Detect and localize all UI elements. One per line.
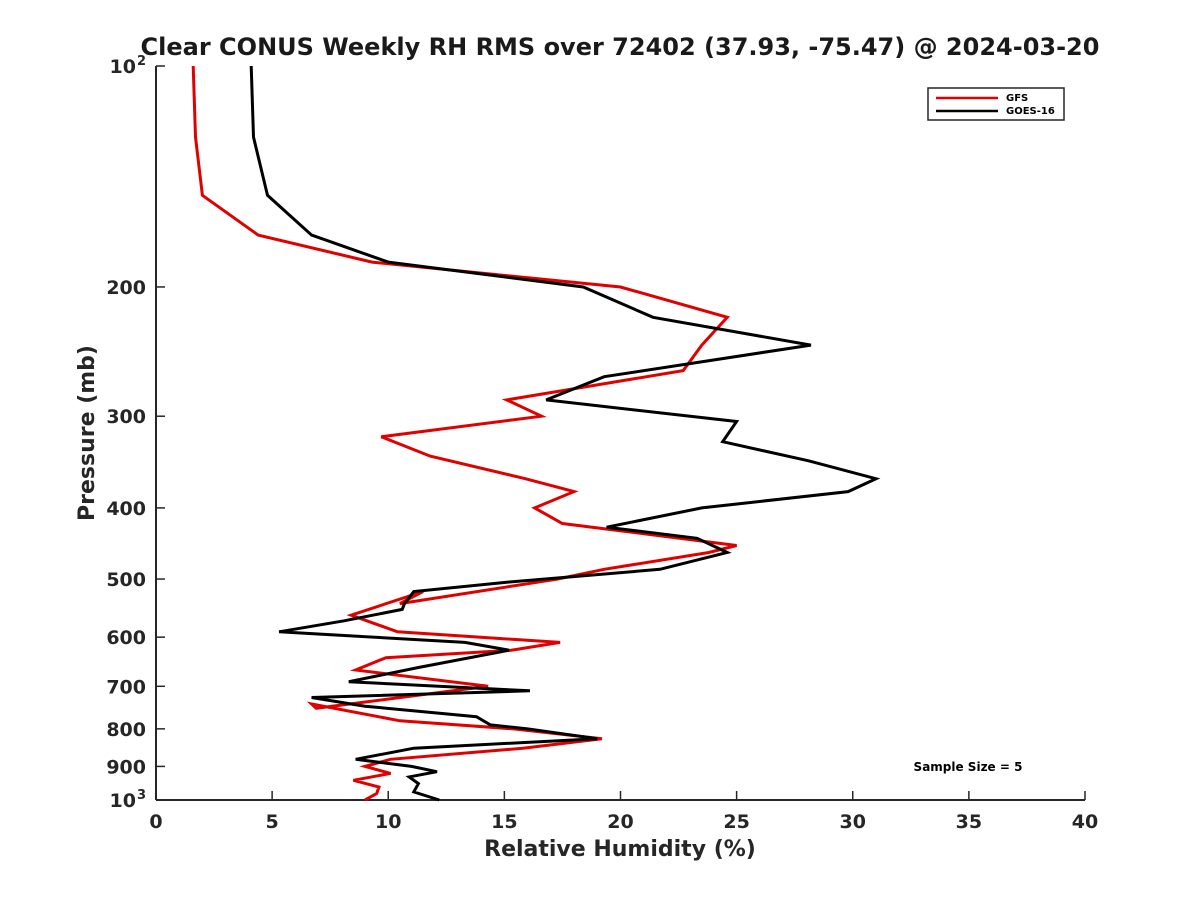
x-tick-label: 35 — [956, 811, 982, 833]
y-tick-label: 800 — [106, 719, 146, 741]
series-line-gfs — [193, 66, 736, 800]
y-axis-label: Pressure (mb) — [75, 345, 100, 521]
y-tick-label: 200 — [106, 277, 146, 299]
x-tick-label: 30 — [840, 811, 866, 833]
y-tick-label: 300 — [106, 406, 146, 428]
y-tick-label: 400 — [106, 498, 146, 520]
y-tick-label: 900 — [106, 756, 146, 778]
chart-title: Clear CONUS Weekly RH RMS over 72402 (37… — [141, 33, 1100, 61]
y-tick-label: 10 — [110, 56, 136, 78]
legend: GFS GOES-16 — [928, 88, 1064, 120]
y-tick-exponent: 3 — [137, 788, 146, 803]
x-tick-label: 40 — [1072, 811, 1098, 833]
legend-label-goes16: GOES-16 — [1006, 106, 1055, 117]
x-tick-label: 5 — [266, 811, 279, 833]
y-tick-label: 600 — [106, 627, 146, 649]
x-axis-ticks: 0 5 10 15 20 25 30 35 40 — [149, 791, 1098, 833]
rh-rms-profile-chart: Clear CONUS Weekly RH RMS over 72402 (37… — [0, 0, 1200, 900]
series-line-goes16 — [251, 66, 876, 800]
sample-size-annotation: Sample Size = 5 — [914, 760, 1023, 774]
x-tick-label: 15 — [491, 811, 517, 833]
y-tick-label: 500 — [106, 569, 146, 591]
legend-label-gfs: GFS — [1006, 93, 1028, 104]
y-tick-label: 700 — [106, 676, 146, 698]
y-tick-exponent: 2 — [137, 54, 146, 69]
y-tick-label: 10 — [110, 790, 136, 812]
x-axis-label: Relative Humidity (%) — [484, 837, 756, 862]
x-tick-label: 25 — [723, 811, 749, 833]
x-tick-label: 10 — [375, 811, 401, 833]
x-tick-label: 20 — [607, 811, 633, 833]
x-tick-label: 0 — [149, 811, 162, 833]
series-layer — [193, 66, 876, 800]
